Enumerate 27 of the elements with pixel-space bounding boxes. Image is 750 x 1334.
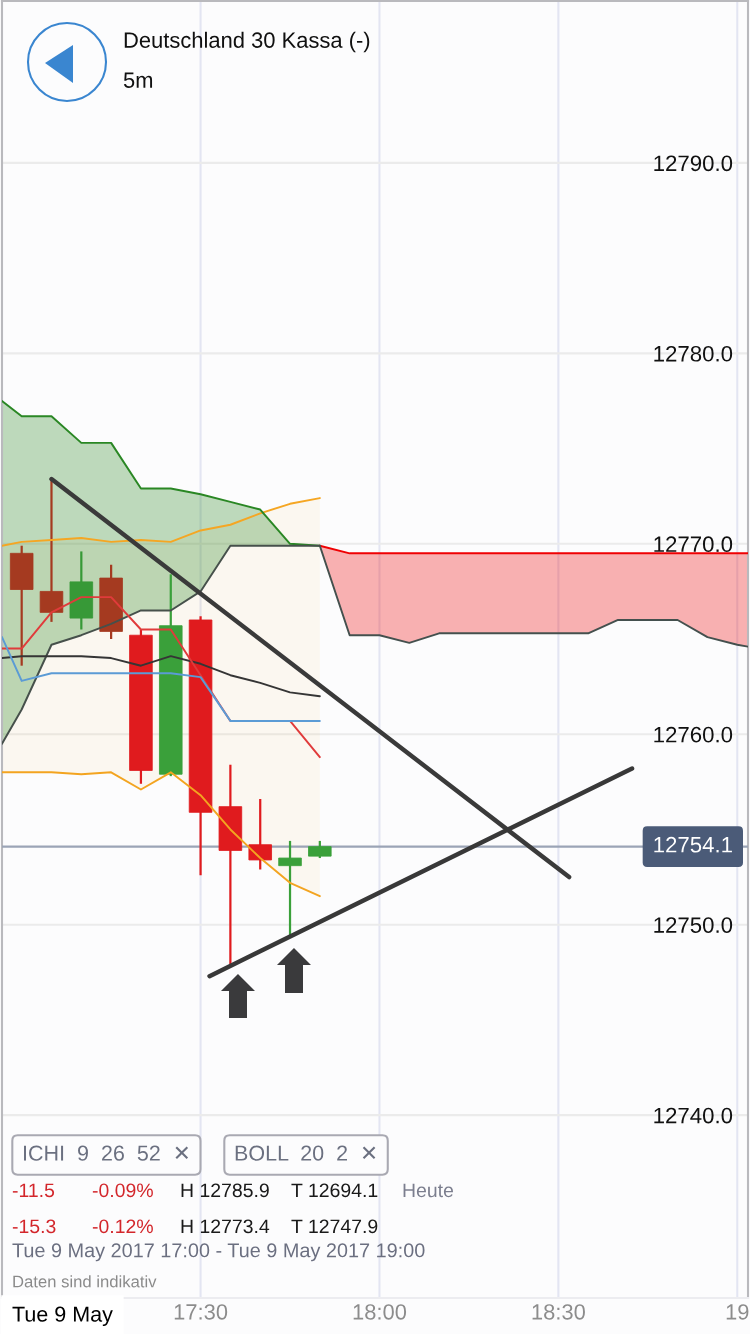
annotation: Tue 9 May 2017 17:00 - Tue 9 May 2017 19:00 <box>12 1243 425 1262</box>
annotation: -11.5 <box>12 1183 55 1198</box>
annotation: -0.09% <box>92 1183 153 1198</box>
annotation: ICHI 9 26 52 ✕ <box>23 1145 189 1161</box>
annotation: Heute <box>403 1183 454 1198</box>
annotation: Daten sind indikativ <box>13 1275 157 1288</box>
x-tick-label: 17:30 <box>174 1304 228 1320</box>
y-tick-label: 12780.0 <box>654 345 733 362</box>
annotation: H 12785.9 <box>181 1183 269 1198</box>
x-tick-label: 18:00 <box>353 1304 407 1320</box>
text: Deutschland 30 Kassa (-) <box>124 31 370 53</box>
y-tick-label: 12750.0 <box>654 917 733 933</box>
y-tick-label: 12740.0 <box>654 1107 733 1124</box>
annotation: H 12773.4 <box>181 1219 270 1234</box>
text: Tue 9 May <box>12 1306 113 1327</box>
annotation: BOLL 20 2 ✕ <box>235 1145 376 1161</box>
ref-line-label: 12754.1 <box>654 836 732 853</box>
x-tick-label: 19 <box>726 1304 749 1320</box>
text: 5m <box>123 72 153 88</box>
annotation: T 12747.9 <box>291 1219 378 1234</box>
annotation: T 12694.1 <box>291 1183 378 1198</box>
y-tick-label: 12770.0 <box>654 536 733 553</box>
annotation: -15.3 <box>12 1219 56 1234</box>
x-tick-label: 18:30 <box>532 1304 585 1320</box>
y-tick-label: 12760.0 <box>654 726 733 743</box>
annotation: -0.12% <box>92 1219 153 1234</box>
y-tick-label: 12790.0 <box>654 155 733 172</box>
